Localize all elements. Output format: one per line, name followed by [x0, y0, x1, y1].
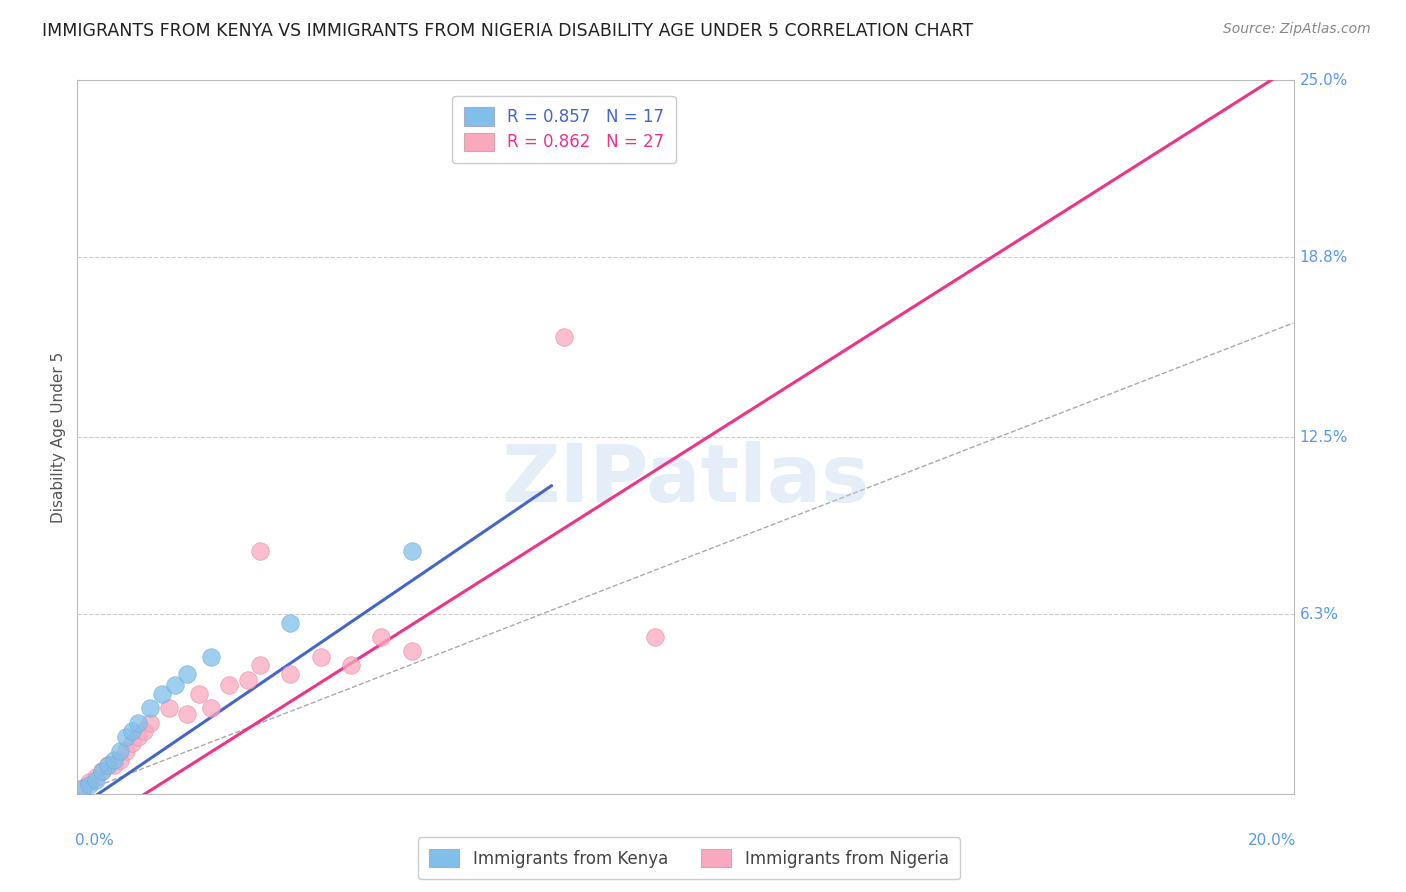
Text: 20.0%: 20.0% [1247, 833, 1296, 848]
Text: ZIPatlas: ZIPatlas [502, 441, 869, 519]
Point [103, 758, 125, 772]
Text: IMMIGRANTS FROM KENYA VS IMMIGRANTS FROM NIGERIA DISABILITY AGE UNDER 5 CORRELAT: IMMIGRANTS FROM KENYA VS IMMIGRANTS FROM… [42, 22, 973, 40]
Point [115, 744, 138, 758]
Point [127, 730, 149, 744]
Point [249, 658, 271, 673]
Text: 25.0%: 25.0% [1299, 73, 1348, 87]
Point [163, 678, 186, 692]
Point [370, 630, 392, 644]
Point [553, 330, 575, 344]
Point [401, 644, 423, 658]
Point [401, 544, 423, 558]
Point [97, 758, 120, 772]
Point [249, 544, 271, 558]
Point [97, 758, 120, 772]
Point [84, 772, 107, 787]
Point [218, 678, 240, 692]
Point [115, 730, 138, 744]
Point [157, 701, 180, 715]
Text: Source: ZipAtlas.com: Source: ZipAtlas.com [1223, 22, 1371, 37]
Y-axis label: Disability Age Under 5: Disability Age Under 5 [51, 351, 66, 523]
Point [200, 701, 222, 715]
Legend: R = 0.857   N = 17, R = 0.862   N = 27: R = 0.857 N = 17, R = 0.862 N = 27 [451, 95, 676, 163]
Text: 12.5%: 12.5% [1299, 430, 1348, 444]
Point [278, 615, 301, 630]
Point [152, 687, 174, 701]
Point [200, 649, 222, 664]
Point [121, 735, 143, 749]
Point [72, 781, 94, 796]
Point [644, 630, 666, 644]
Point [121, 724, 143, 739]
Point [309, 649, 332, 664]
Point [127, 715, 149, 730]
Text: 18.8%: 18.8% [1299, 250, 1348, 265]
Point [188, 687, 211, 701]
Point [103, 753, 125, 767]
Point [79, 775, 101, 789]
Point [90, 764, 112, 778]
Point [84, 770, 107, 784]
Point [176, 706, 198, 721]
Text: 0.0%: 0.0% [75, 833, 114, 848]
Point [340, 658, 363, 673]
Point [90, 764, 112, 778]
Point [108, 744, 131, 758]
Point [278, 667, 301, 681]
Point [134, 724, 156, 739]
Point [79, 778, 101, 792]
Point [139, 715, 162, 730]
Point [236, 673, 259, 687]
Text: 6.3%: 6.3% [1299, 607, 1339, 622]
Point [139, 701, 162, 715]
Point [108, 753, 131, 767]
Legend: Immigrants from Kenya, Immigrants from Nigeria: Immigrants from Kenya, Immigrants from N… [418, 838, 960, 880]
Point [72, 781, 94, 796]
Point [176, 667, 198, 681]
